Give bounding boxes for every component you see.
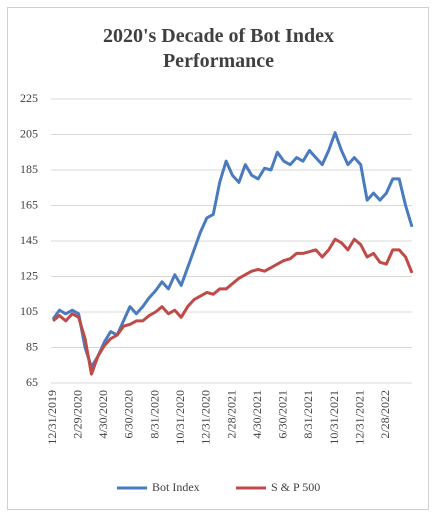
x-tick-label: 6/30/2021: [276, 390, 290, 439]
series-line: [51, 131, 414, 369]
x-tick-label: 10/31/2021: [327, 390, 341, 445]
series-line: [52, 237, 414, 376]
y-tick-label: 145: [20, 233, 38, 247]
legend-label: Bot Index: [152, 480, 200, 494]
title-box: 2020's Decade of Bot Index Performance: [102, 25, 335, 72]
y-tick-label: 85: [26, 339, 38, 353]
y-tick-label: 65: [26, 375, 38, 389]
y-tick-label: 205: [20, 126, 38, 140]
y-tick-label: 125: [20, 268, 38, 282]
x-tick-label: 4/30/2021: [250, 390, 264, 439]
x-tick-label: 12/31/2020: [199, 390, 213, 445]
y-tick-label: 225: [20, 91, 38, 105]
x-tick-label: 12/31/2021: [352, 390, 366, 445]
y-tick-label: 165: [20, 197, 38, 211]
y-tick-label: 185: [20, 162, 38, 176]
x-tick-label: 10/31/2020: [173, 390, 187, 445]
x-tick-label: 6/30/2020: [122, 390, 136, 439]
x-tick-label: 2/28/2022: [378, 390, 392, 439]
x-tick-label: 4/30/2020: [96, 390, 110, 439]
x-tick-label: 12/31/2019: [45, 390, 59, 445]
chart-title: 2020's Decade of Bot Index Performance: [102, 25, 335, 72]
legend-label: S & P 500: [271, 480, 320, 494]
chart-border: [7, 7, 429, 510]
x-tick-label: 2/29/2020: [70, 390, 84, 439]
y-tick-label: 105: [20, 304, 38, 318]
x-tick-label: 2/28/2021: [224, 390, 238, 439]
x-tick-label: 8/31/2021: [301, 390, 315, 439]
x-tick-label: 8/31/2020: [147, 390, 161, 439]
